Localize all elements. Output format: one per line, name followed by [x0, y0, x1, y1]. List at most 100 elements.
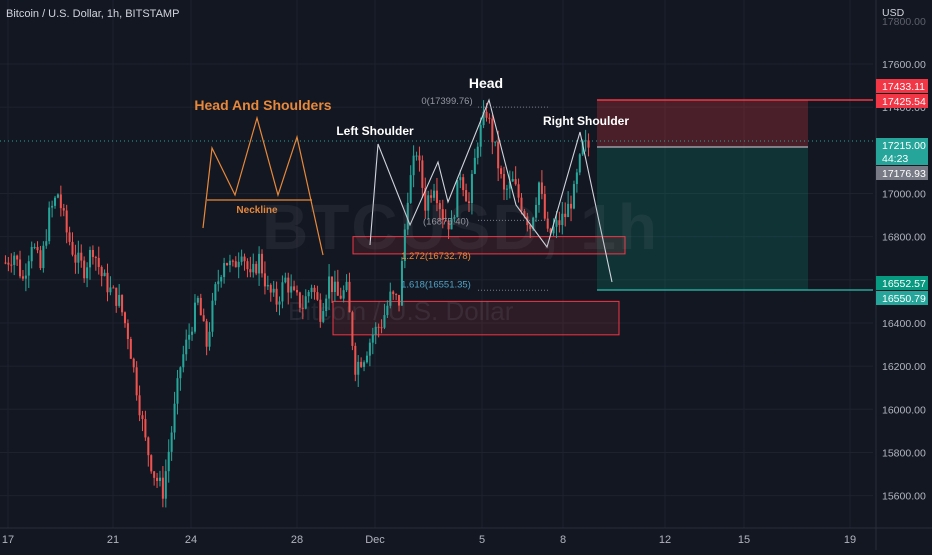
watermark-name: Bitcoin / U.S. Dollar: [288, 296, 514, 326]
candle-body: [552, 226, 555, 234]
candle-body: [196, 297, 199, 303]
candle-body: [126, 323, 129, 339]
candle-body: [386, 305, 389, 316]
candle-body: [529, 225, 532, 229]
candle-body: [415, 155, 418, 157]
candle-body: [578, 154, 581, 173]
candle-body: [500, 168, 503, 175]
candle-body: [275, 288, 278, 305]
candle-body: [164, 471, 167, 499]
candle-body: [345, 281, 348, 291]
candle-body: [293, 286, 296, 290]
candle-body: [403, 229, 406, 262]
candle-body: [156, 477, 159, 481]
candle-body: [281, 282, 284, 302]
price-tick-label: 17800.00: [882, 16, 926, 28]
candle-body: [188, 334, 191, 340]
candle-body: [161, 477, 164, 499]
candle-body: [508, 181, 511, 189]
price-axis-label-box: [876, 79, 928, 93]
price-axis-label: 16550.79: [882, 293, 926, 305]
candle-body: [231, 260, 234, 262]
price-tick-label: 16800.00: [882, 232, 926, 244]
candle-body: [132, 358, 135, 368]
candle-body: [377, 326, 380, 328]
candle-body: [42, 245, 45, 269]
hs-pattern-drawing[interactable]: [202, 115, 324, 256]
candle-body: [514, 179, 517, 185]
candle-body: [211, 300, 214, 332]
price-axis-label-box: [876, 94, 928, 108]
candle-body: [158, 477, 161, 481]
price-axis-label-box: [876, 166, 928, 180]
candle-body: [193, 302, 196, 332]
candle-body: [260, 253, 264, 274]
candle-body: [298, 292, 301, 308]
candle-body: [109, 287, 112, 293]
candle-body: [587, 140, 590, 148]
stop-loss-zone[interactable]: [597, 99, 808, 148]
take-profit-zone[interactable]: [597, 147, 808, 291]
candle-body: [339, 295, 342, 299]
candle-body: [348, 281, 351, 313]
candle-body: [141, 415, 144, 420]
candle-body: [100, 266, 103, 277]
candle-body: [520, 197, 523, 212]
live-hs-drawing[interactable]: [369, 98, 613, 283]
candle-body: [123, 312, 127, 324]
candle-body: [135, 367, 138, 396]
candle-body: [249, 269, 252, 273]
candle-body: [243, 256, 246, 262]
candle-body: [88, 250, 92, 268]
candle-body: [479, 125, 482, 147]
candle-body: [234, 261, 237, 268]
candle-body: [421, 160, 424, 188]
candle-body: [517, 184, 520, 198]
candle-body: [220, 277, 223, 282]
candle-body: [287, 277, 290, 293]
candle-body: [313, 287, 316, 293]
candle-body: [24, 275, 27, 279]
candle-body: [115, 287, 118, 306]
candle-body: [205, 321, 208, 347]
candle-body: [263, 273, 266, 287]
price-tick-label: 16200.00: [882, 361, 926, 373]
candle-body: [328, 276, 331, 299]
candle-body: [4, 262, 7, 264]
candle-body: [97, 257, 100, 267]
candle-body: [138, 395, 141, 416]
head-label: Head: [469, 75, 503, 91]
target-zone-box[interactable]: [332, 300, 620, 336]
candle-body: [572, 184, 575, 209]
candle-body: [94, 256, 97, 258]
candle-body: [185, 339, 188, 355]
candle-body: [118, 294, 121, 306]
candle-body: [48, 207, 51, 242]
symbol-header: Bitcoin / U.S. Dollar, 1h, BITSTAMP: [6, 8, 180, 20]
candle-body: [470, 173, 473, 204]
candle-body: [255, 263, 258, 274]
candle-body: [214, 284, 217, 301]
candle-body: [360, 361, 363, 367]
candle-body: [502, 174, 506, 190]
candle-body: [555, 220, 558, 227]
candle-body: [368, 342, 371, 356]
candle-body: [322, 311, 325, 322]
candle-body: [179, 367, 182, 379]
candle-body: [330, 276, 334, 293]
price-tick-label: 16000.00: [882, 404, 926, 416]
candle-body: [266, 284, 269, 287]
candle-body: [473, 157, 476, 174]
candle-body: [497, 141, 500, 169]
candle-body: [21, 276, 24, 279]
neckline-zone-box[interactable]: [352, 236, 626, 255]
candle-body: [27, 261, 30, 276]
price-axis-label: 17215.00: [882, 140, 926, 152]
candle-body: [80, 252, 83, 261]
candle-body: [167, 451, 170, 472]
candle-body: [202, 315, 205, 322]
candle-body: [33, 246, 36, 248]
left-shoulder-label: Left Shoulder: [336, 124, 414, 138]
